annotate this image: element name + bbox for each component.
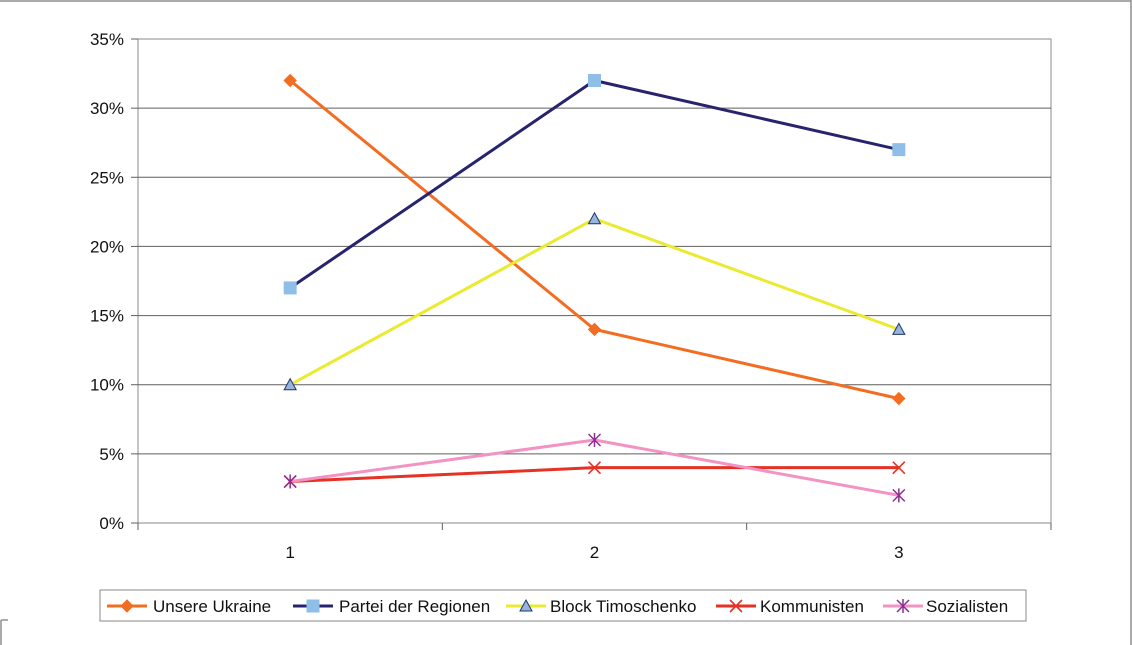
legend-item-5: Sozialisten: [883, 597, 1008, 616]
axis-layer: 0% 5% 10% 15% 20% 25% 30% 35% 1 2 3: [90, 30, 1052, 562]
legend-item-4: Kommunisten: [716, 597, 864, 616]
data-point-series-5-1: [283, 474, 297, 489]
legend-box: [99, 589, 1027, 622]
legend-marker-5: [896, 599, 910, 613]
y-tick-label: 35%: [90, 30, 124, 49]
x-tick-label: 3: [894, 543, 903, 562]
data-point-series-1-1: [283, 73, 297, 88]
data-point-series-3-2: [587, 211, 602, 225]
data-point-series-2-1: [283, 281, 297, 295]
legend-marker-1: [120, 599, 134, 613]
y-tick-label: 10%: [90, 376, 124, 395]
y-tick-label: 0%: [99, 514, 124, 533]
data-point-series-5-2: [587, 433, 602, 448]
data-point-series-2-2: [588, 73, 601, 87]
data-point-series-2-3: [892, 143, 906, 157]
plot-area: [137, 38, 1052, 524]
data-point-series-1-3: [892, 391, 906, 406]
data-point-series-1-2: [587, 322, 602, 337]
legend-label-4: Kommunisten: [760, 597, 864, 616]
y-tick-label: 5%: [99, 445, 124, 464]
legend-item-1: Unsere Ukraine: [107, 597, 271, 616]
legend-item-2: Partei der Regionen: [293, 597, 490, 616]
legend-label-5: Sozialisten: [926, 597, 1008, 616]
legend-item-3: Block Timoschenko: [506, 597, 696, 616]
legend-label-2: Partei der Regionen: [339, 597, 490, 616]
marker-layer: [283, 73, 906, 503]
data-point-series-4-2: [587, 461, 602, 475]
legend-label-1: Unsere Ukraine: [153, 597, 271, 616]
data-point-series-3-1: [283, 377, 298, 391]
legend-marker-3: [519, 598, 533, 612]
legend-marker-4: [729, 599, 743, 613]
x-tick-label: 2: [590, 543, 599, 562]
data-point-series-5-3: [892, 488, 906, 503]
y-tick-label: 25%: [90, 168, 124, 187]
data-point-series-4-3: [892, 461, 906, 475]
y-tick-label: 15%: [90, 307, 124, 326]
y-tick-label: 20%: [90, 237, 124, 256]
legend-label-3: Block Timoschenko: [550, 597, 696, 616]
data-point-series-3-3: [891, 322, 906, 335]
y-tick-label: 30%: [90, 99, 124, 118]
legend-marker-2: [306, 599, 320, 613]
legend: Unsere Ukraine Partei der Regionen Block T…: [107, 597, 1008, 616]
x-tick-label: 1: [285, 543, 294, 562]
